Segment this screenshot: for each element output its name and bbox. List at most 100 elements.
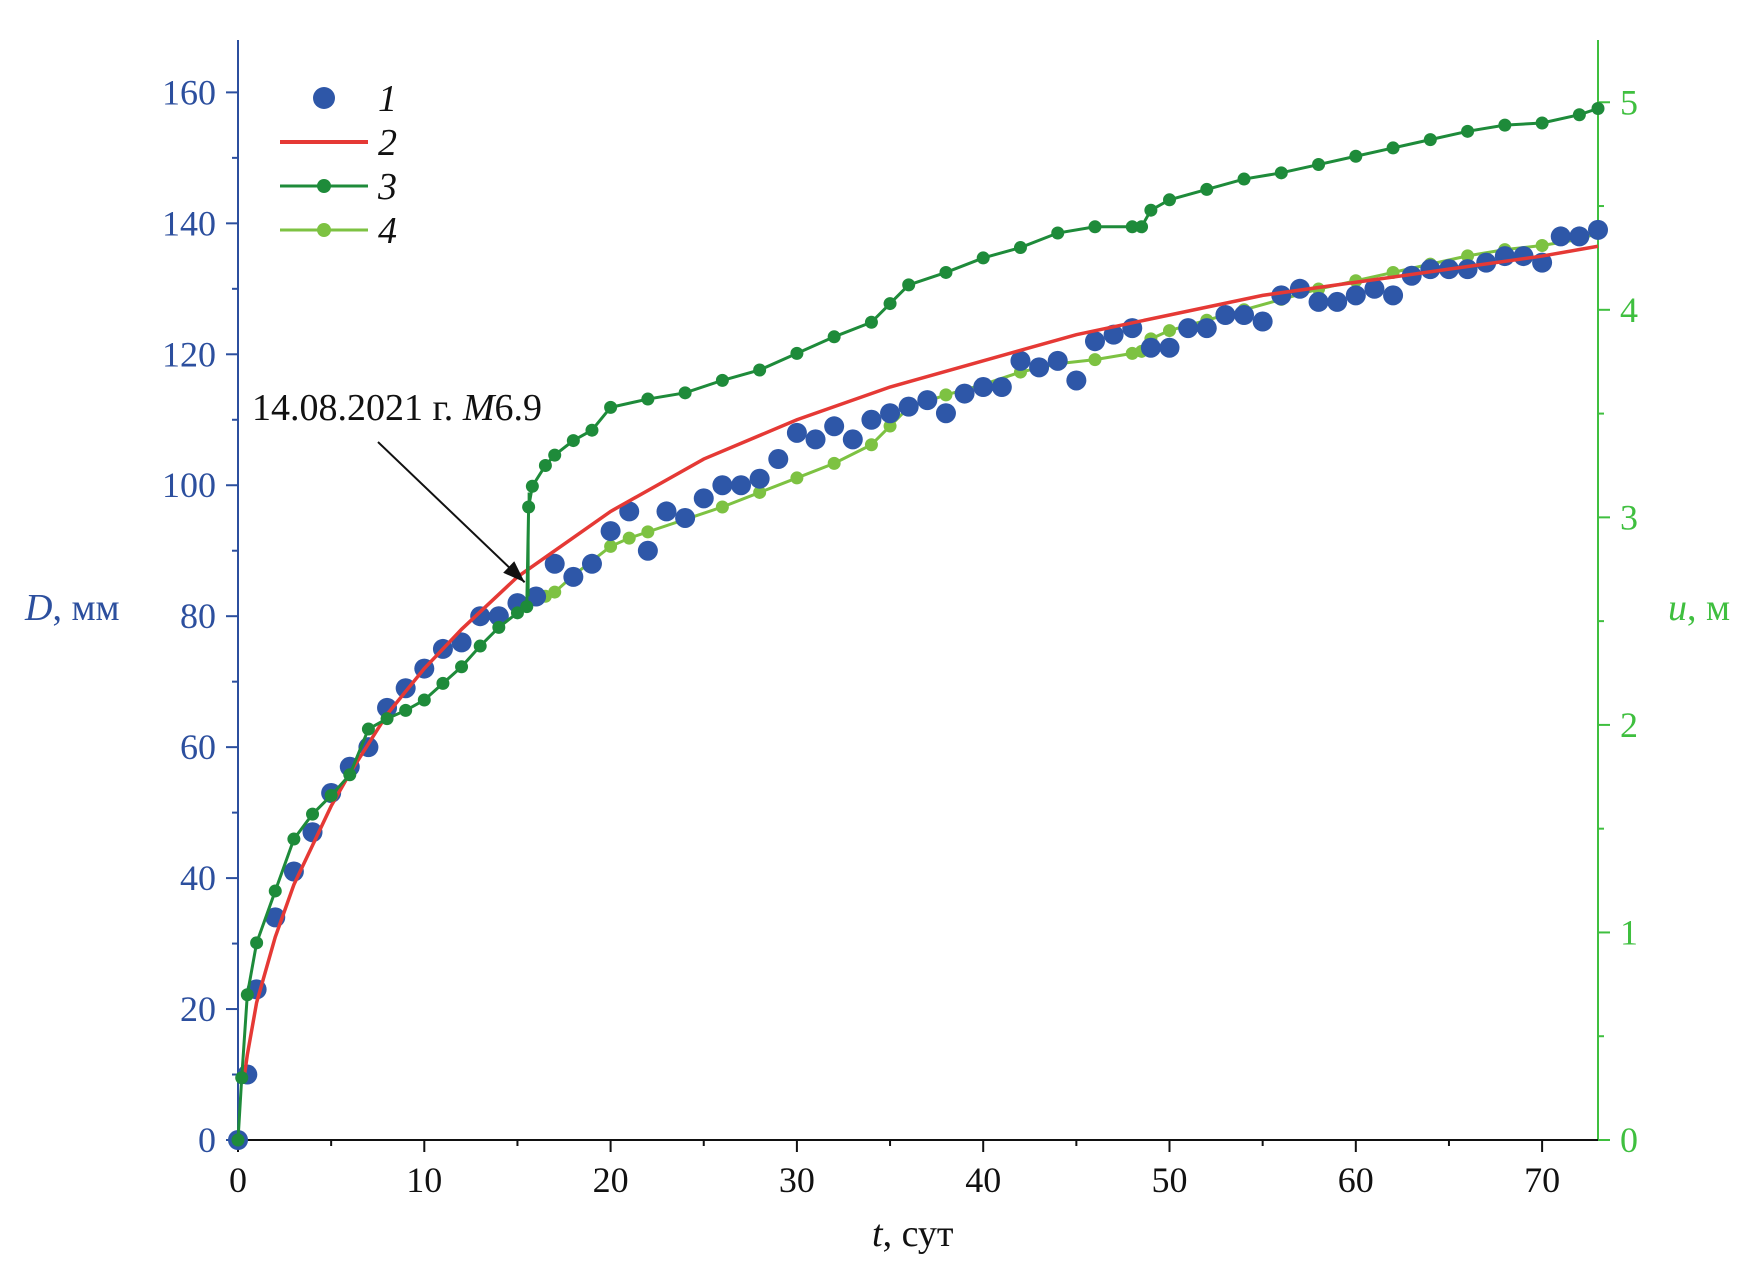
- series-1-point: [581, 553, 602, 574]
- series-1-point: [749, 468, 770, 489]
- series-3-point: [548, 448, 562, 462]
- series-1-point: [470, 606, 491, 627]
- series-3-point: [399, 703, 413, 717]
- series-3-point: [604, 400, 618, 414]
- series-1-point: [1345, 285, 1366, 306]
- y-left-tick-label: 140: [162, 203, 216, 243]
- series-1-point: [675, 507, 696, 528]
- series-1-point: [1569, 226, 1590, 247]
- series-3-point: [1237, 172, 1251, 186]
- series-3-point: [678, 386, 692, 400]
- series-3-point: [1051, 226, 1065, 240]
- y-left-tick-label: 20: [180, 989, 216, 1029]
- series-1-point: [1084, 331, 1105, 352]
- series-1-point: [842, 429, 863, 450]
- series-3-point: [240, 988, 254, 1002]
- series-1-point: [656, 501, 677, 522]
- y-left-tick-label: 40: [180, 858, 216, 898]
- series-3-point: [361, 722, 375, 736]
- series-3-point: [436, 676, 450, 690]
- series-1-point: [805, 429, 826, 450]
- series-4-point: [753, 485, 767, 499]
- series-3-point: [1135, 220, 1149, 234]
- series-1-point: [377, 697, 398, 718]
- series-1-point: [1327, 291, 1348, 312]
- y-left-tick-label: 100: [162, 465, 216, 505]
- y-left-tick-label: 60: [180, 727, 216, 767]
- left-y-ticks: 0 20 40 60 80 100 120 140 160: [162, 72, 238, 1160]
- series-3-point: [343, 768, 357, 782]
- series-2: [241, 244, 1599, 1082]
- series-3-point: [1013, 241, 1027, 255]
- series-3-point: [525, 479, 539, 493]
- series-1-point: [861, 409, 882, 430]
- x-tick-label: 40: [965, 1160, 1001, 1200]
- series-1-point: [1383, 285, 1404, 306]
- y-left-axis-title: D, мм: [24, 587, 120, 629]
- series-3-point: [520, 600, 534, 614]
- series-1-point: [898, 396, 919, 417]
- series-3-point: [1535, 116, 1549, 130]
- series-3-point: [939, 265, 953, 279]
- x-tick-label: 70: [1524, 1160, 1560, 1200]
- series-1-point: [768, 449, 789, 470]
- series-1-point: [1308, 291, 1329, 312]
- series-1-point: [1588, 219, 1608, 240]
- x-tick-label: 20: [593, 1160, 629, 1200]
- series-4-point: [715, 500, 729, 514]
- series-1-point: [1066, 370, 1087, 391]
- series-1-point: [693, 488, 714, 509]
- series-3-point: [235, 1071, 249, 1085]
- series-1-point: [451, 632, 472, 653]
- series-3-point: [324, 788, 338, 802]
- series-4-point: [548, 585, 562, 599]
- legend-label: 2: [378, 122, 397, 164]
- series-1-point: [917, 390, 938, 411]
- legend-entry-1: 1: [313, 78, 397, 120]
- annotation-arrow: [377, 441, 526, 583]
- series-4-point: [1461, 249, 1475, 263]
- series-1-point: [1550, 226, 1571, 247]
- right-y-ticks: 0 1 2 3 4 5: [1598, 82, 1638, 1160]
- series-3-point: [268, 884, 282, 898]
- series-3-point: [1163, 193, 1177, 207]
- y-right-tick-label: 3: [1620, 497, 1638, 537]
- series-4-point: [641, 525, 655, 539]
- series-1-point: [1364, 278, 1385, 299]
- series-1-point: [526, 586, 547, 607]
- series-1-point: [824, 416, 845, 437]
- series-1-point: [935, 403, 956, 424]
- x-tick-label: 50: [1152, 1160, 1188, 1200]
- series-1-point: [786, 422, 807, 443]
- series-4-point: [622, 531, 636, 545]
- series-3-point: [306, 807, 320, 821]
- annotation-label: 14.08.2021 г. M6.9: [252, 387, 542, 429]
- y-right-tick-label: 4: [1620, 290, 1638, 330]
- series-3-point: [753, 363, 767, 377]
- series-1-point: [1196, 318, 1217, 339]
- series-1-point: [563, 566, 584, 587]
- y-left-tick-label: 80: [180, 596, 216, 636]
- series-3-point: [1088, 220, 1102, 234]
- x-axis-title: t, сут: [872, 1213, 954, 1255]
- series-3-point: [1125, 220, 1139, 234]
- series-1-point: [1029, 357, 1050, 378]
- series-4-point: [1163, 324, 1177, 338]
- earthquake-annotation: 14.08.2021 г. M6.9: [252, 387, 542, 597]
- series-3-point: [417, 693, 431, 707]
- series-1-point: [1010, 350, 1031, 371]
- series-1-point: [1103, 324, 1124, 345]
- legend-marker-dot: [317, 223, 331, 237]
- series-1-point: [544, 553, 565, 574]
- series-3-point: [1591, 101, 1605, 115]
- series-1-point: [1234, 305, 1255, 325]
- series-4-point: [1088, 353, 1102, 367]
- y-left-tick-label: 120: [162, 334, 216, 374]
- legend-entry-4: 4: [280, 210, 397, 252]
- series-1-point: [600, 521, 621, 542]
- series-1-point: [954, 383, 975, 404]
- series-3-point: [1423, 133, 1437, 147]
- series-3-point: [1144, 203, 1158, 217]
